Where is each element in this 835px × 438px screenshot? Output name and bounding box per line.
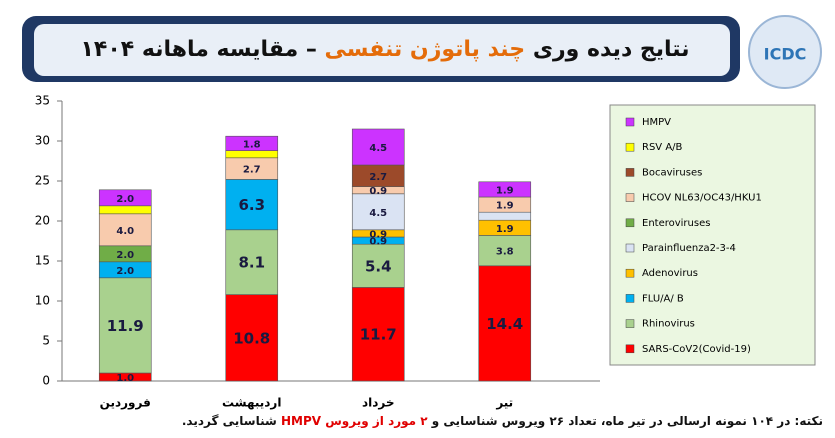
value-label: 1.9 [496,201,514,212]
value-label: 5.4 [365,257,392,275]
legend-swatch [625,243,635,253]
title-part: چند پاتوژن تنفسی [324,37,526,62]
legend-label: HCOV NL63/OC43/HKU1 [642,193,762,204]
y-tick-label: 10 [35,294,50,308]
logo-circle [748,15,822,89]
legend-swatch [625,344,635,354]
y-tick-label: 0 [42,374,50,388]
legend-swatch [625,193,635,202]
legend-label: Parainfluenza2-3-4 [642,243,736,254]
footnote: نکته: در ۱۰۴ نمونه ارسالی در تیر ماه، تع… [182,414,823,428]
bar-segment [225,135,279,151]
x-tick-label: خرداد [362,396,395,410]
logo-text: ICDC [764,45,807,64]
banner-inner [34,24,730,76]
x-tick-label: تیر [495,396,513,410]
value-label: 11.9 [107,317,144,335]
bar-segment [98,189,152,207]
y-tick-label: 5 [42,334,50,348]
bar-segment [225,150,279,159]
value-label: 1.0 [116,373,134,384]
legend-swatch [625,218,635,228]
value-label: 4.5 [369,143,387,154]
legend-label: Adenovirus [642,268,698,279]
legend-box [609,104,816,366]
value-label: 11.7 [360,326,397,344]
value-label: 4.5 [369,208,387,219]
legend-swatch [625,319,635,328]
bar-segment [98,205,152,215]
bar-segment [351,243,405,288]
value-label: 2.7 [243,165,261,176]
legend-label: Bocaviruses [642,167,702,178]
x-tick-label: اردیبهشت [222,396,281,410]
legend-swatch [625,294,635,303]
legend-swatch [625,168,635,177]
value-label: 0.9 [369,229,387,240]
value-label: 2.0 [116,266,134,277]
bar-segment [478,211,532,221]
value-label: 1.9 [496,224,514,235]
legend-label: Rhinovirus [642,319,695,330]
bar-segment [478,235,532,267]
title-part: – مقایسه ماهانه ۱۴۰۴ [80,37,317,62]
legend-label: SARS-CoV2(Covid-19) [642,344,751,355]
footnote-part: نکته: در ۱۰۴ نمونه ارسالی در تیر ماه، تع… [431,414,823,428]
value-label: 1.9 [496,185,514,196]
y-tick-label: 30 [35,134,50,148]
y-tick-label: 25 [35,174,50,188]
value-label: 4.0 [116,226,134,237]
bar-segment [478,265,532,382]
bar-segment [98,277,152,374]
value-label: 6.3 [238,196,265,214]
title-part: نتایج دیده وری [532,37,690,62]
y-tick-label: 35 [35,94,50,108]
legend-swatch [625,142,635,152]
legend-label: Enteroviruses [642,218,710,229]
bar-segment [478,181,532,198]
value-label: 10.8 [233,329,270,347]
bar-segment [351,193,405,231]
value-label: 14.4 [486,315,523,333]
x-tick-label: فروردین [100,396,151,411]
y-tick-label: 20 [35,214,50,228]
legend-swatch [625,268,635,278]
bar-segment [225,229,279,295]
value-label: 1.8 [243,139,261,150]
value-label: 2.7 [369,172,387,183]
value-label: 0.9 [369,186,387,197]
y-tick-label: 15 [35,254,50,268]
title: نتایج دیده وری چند پاتوژن تنفسی – مقایسه… [40,26,730,74]
bar-segment [98,213,152,247]
footnote-part: شناسایی گردید. [181,414,277,428]
value-label: 2.0 [116,250,134,261]
legend-label: RSV A/B [642,142,683,153]
value-label: 8.1 [238,254,265,272]
footnote-part: ۲ مورد از ویروس HMPV [280,414,428,428]
bar-segment [225,294,279,382]
value-label: 2.0 [116,194,134,205]
legend-label: HMPV [642,117,671,128]
value-label: 0.9 [369,237,387,248]
value-label: 3.8 [496,247,514,258]
legend-label: FLU/A/ B [642,293,684,304]
bar-segment [225,179,279,231]
bar-segment [351,287,405,382]
legend-swatch [625,117,635,127]
bar-segment [351,128,405,166]
